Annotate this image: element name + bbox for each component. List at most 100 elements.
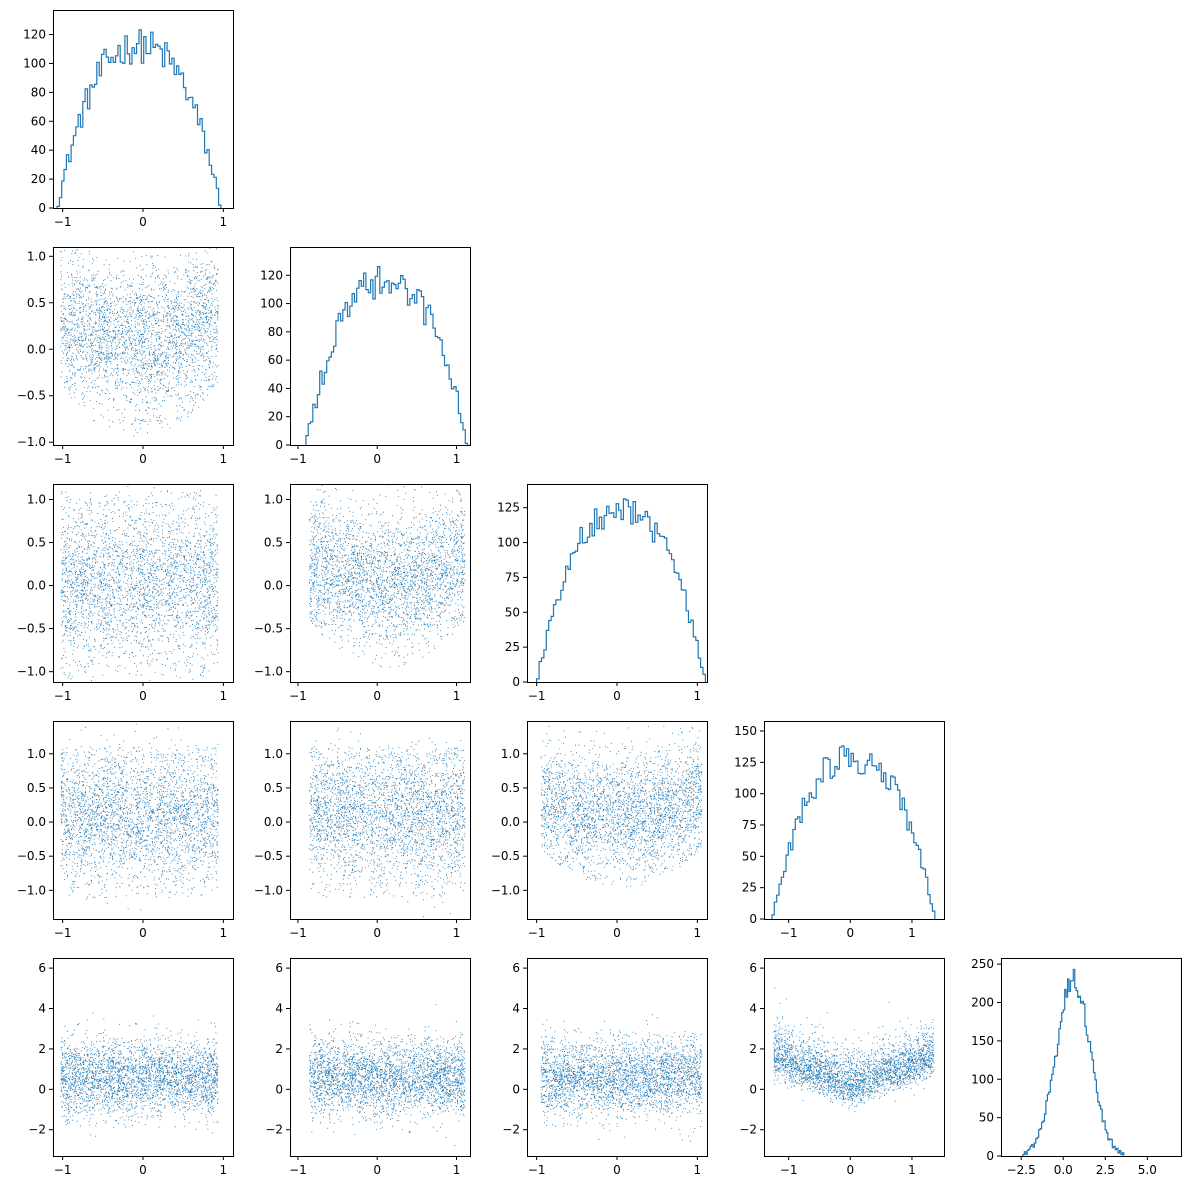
x-tick-label: 1 bbox=[908, 926, 916, 940]
x-tick-label: −2.5 bbox=[1007, 1163, 1036, 1177]
y-tick-label: 6 bbox=[275, 961, 283, 975]
y-tick-label: 0 bbox=[512, 675, 520, 689]
y-tick-label: −1.0 bbox=[17, 883, 46, 897]
x-tick-label: 0 bbox=[613, 926, 621, 940]
x-tick-label: 0 bbox=[373, 689, 381, 703]
x-tick-label: 1 bbox=[220, 926, 228, 940]
plot-area bbox=[309, 484, 466, 668]
scatter-points bbox=[60, 247, 219, 437]
y-tick-label: −1.0 bbox=[254, 883, 283, 897]
x-tick-label: 1 bbox=[694, 1163, 702, 1177]
x-tick-label: −1 bbox=[289, 689, 307, 703]
x-tick-label: 0 bbox=[139, 452, 147, 466]
x-tick-label: 0 bbox=[139, 1163, 147, 1177]
y-tick-label: 0.5 bbox=[27, 536, 46, 550]
y-tick-label: 40 bbox=[268, 381, 283, 395]
scatter-points bbox=[309, 484, 466, 668]
y-tick-label: 100 bbox=[260, 297, 283, 311]
panel-3-3: −1 0 1 0 25 50 75 100 125 150 bbox=[734, 721, 945, 940]
y-tick-label: 2 bbox=[512, 1042, 520, 1056]
y-tick-label: 1.0 bbox=[27, 492, 46, 506]
x-tick-label: 0 bbox=[846, 1163, 854, 1177]
y-tick-label: 125 bbox=[497, 501, 520, 515]
x-tick-label: 0 bbox=[139, 215, 147, 229]
x-tick-label: 0 bbox=[139, 689, 147, 703]
panel-4-2: −1 0 1 −2 0 2 4 6 bbox=[502, 958, 708, 1177]
axes-frame bbox=[764, 958, 945, 1157]
axes-frame bbox=[290, 247, 471, 446]
x-tick-label: 1 bbox=[220, 452, 228, 466]
y-tick-label: 0.5 bbox=[27, 781, 46, 795]
x-tick-label: 0 bbox=[139, 926, 147, 940]
y-tick-label: 50 bbox=[505, 605, 520, 619]
plot-area bbox=[56, 29, 222, 208]
x-tick-label: 0 bbox=[613, 689, 621, 703]
y-tick-label: 4 bbox=[512, 1002, 520, 1016]
y-tick-label: −0.5 bbox=[17, 849, 46, 863]
scatter-points bbox=[309, 1004, 466, 1146]
plot-area bbox=[60, 247, 219, 437]
plot-area bbox=[60, 723, 219, 911]
y-tick-label: 0.0 bbox=[264, 579, 283, 593]
y-tick-label: 0.0 bbox=[264, 815, 283, 829]
plot-area bbox=[773, 987, 935, 1113]
y-tick-label: 1.0 bbox=[501, 747, 520, 761]
y-tick-label: 20 bbox=[31, 172, 46, 186]
y-tick-label: 0 bbox=[749, 912, 757, 926]
x-tick-label: −1 bbox=[528, 689, 546, 703]
y-tick-label: 0 bbox=[275, 438, 283, 452]
plot-area bbox=[771, 745, 936, 919]
y-tick-label: 0 bbox=[512, 1082, 520, 1096]
y-tick-label: 0.5 bbox=[264, 781, 283, 795]
y-tick-label: 40 bbox=[31, 143, 46, 157]
x-tick-label: 1 bbox=[220, 215, 228, 229]
y-tick-label: −2 bbox=[265, 1123, 283, 1137]
plot-area bbox=[60, 1012, 219, 1137]
x-tick-label: −1 bbox=[54, 452, 72, 466]
x-tick-label: −1 bbox=[54, 1163, 72, 1177]
plot-area bbox=[309, 721, 466, 918]
y-tick-label: −1.0 bbox=[17, 665, 46, 679]
y-tick-label: 2 bbox=[38, 1042, 46, 1056]
x-tick-label: 1 bbox=[453, 926, 461, 940]
y-tick-label: 150 bbox=[971, 1034, 994, 1048]
panel-3-2: −1 0 1 −1.0 −0.5 0.0 0.5 1.0 bbox=[491, 721, 708, 940]
y-tick-label: −0.5 bbox=[254, 849, 283, 863]
y-tick-label: −1.0 bbox=[491, 883, 520, 897]
y-tick-label: 0 bbox=[38, 1082, 46, 1096]
plot-area bbox=[305, 266, 469, 445]
scatter-points bbox=[60, 486, 219, 682]
y-tick-label: −0.5 bbox=[17, 622, 46, 636]
y-tick-label: −2 bbox=[739, 1123, 757, 1137]
panel-4-0: −1 0 1 −2 0 2 4 6 bbox=[28, 958, 234, 1177]
scatter-points bbox=[773, 987, 935, 1113]
y-tick-label: 125 bbox=[734, 755, 757, 769]
x-tick-label: −1 bbox=[780, 1163, 798, 1177]
x-tick-label: −1 bbox=[54, 689, 72, 703]
y-tick-label: −0.5 bbox=[491, 849, 520, 863]
plot-area bbox=[536, 498, 706, 682]
y-tick-label: 60 bbox=[268, 353, 283, 367]
panel-2-0: −1 0 1 −1.0 −0.5 0.0 0.5 1.0 bbox=[17, 484, 234, 703]
y-tick-label: 0.5 bbox=[27, 296, 46, 310]
y-tick-label: 80 bbox=[268, 325, 283, 339]
panel-4-3: −1 0 1 −2 0 2 4 6 bbox=[739, 958, 945, 1177]
x-tick-label: −1 bbox=[528, 1163, 546, 1177]
y-tick-label: 1.0 bbox=[264, 492, 283, 506]
y-tick-label: 0 bbox=[749, 1082, 757, 1096]
axes-frame bbox=[53, 484, 234, 683]
y-tick-label: 80 bbox=[31, 85, 46, 99]
y-tick-label: 0 bbox=[38, 201, 46, 215]
x-tick-label: −1 bbox=[780, 926, 798, 940]
y-tick-label: 100 bbox=[497, 536, 520, 550]
y-tick-label: −2 bbox=[502, 1123, 520, 1137]
panel-2-1: −1 0 1 −1.0 −0.5 0.0 0.5 1.0 bbox=[254, 484, 471, 703]
y-tick-label: −0.5 bbox=[17, 389, 46, 403]
y-tick-label: 6 bbox=[749, 961, 757, 975]
plot-area bbox=[540, 721, 703, 888]
plot-area bbox=[1022, 968, 1125, 1156]
panel-4-4: −2.5 0.0 2.5 5.0 0 50 100 150 200 250 bbox=[971, 957, 1182, 1177]
x-tick-label: 0 bbox=[373, 926, 381, 940]
